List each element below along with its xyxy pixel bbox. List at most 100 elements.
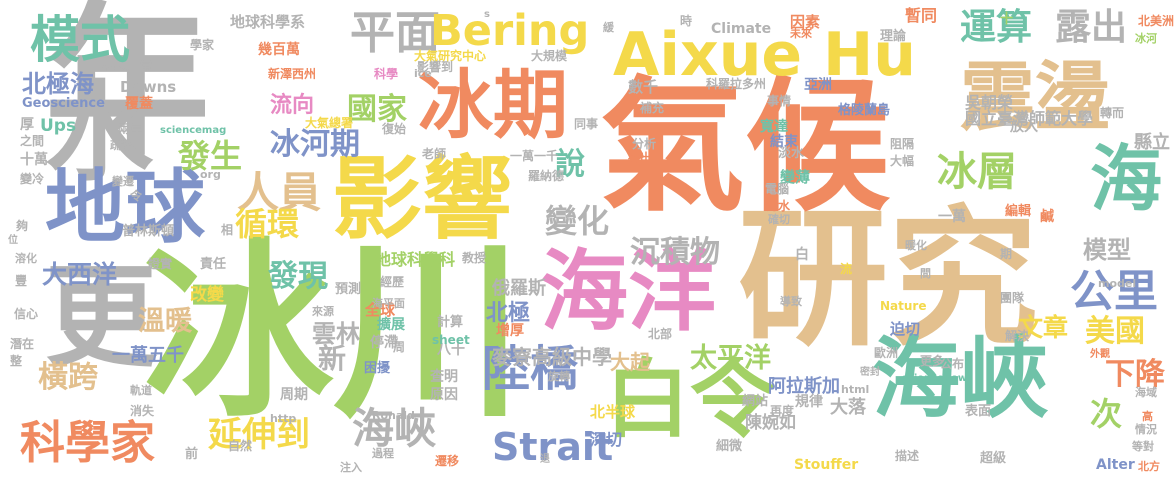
word-164: 海域 [1135,387,1157,398]
word-192: 普林斯頓 [122,225,174,238]
word-83: 老師 [422,148,446,160]
word-33: 變化 [545,205,609,237]
word-78: 數千 [628,80,658,95]
word-132: 暫同 [905,8,937,24]
word-44: 橫跨 [38,363,98,393]
word-54: 俄羅斯 [492,280,546,298]
word-140: 分析 [632,138,656,150]
word-70: Climate [711,22,771,36]
word-113: Nature [880,300,926,312]
word-20: 露出 [1055,10,1127,46]
word-127: 學家 [190,39,214,51]
word-159: 解決 [1005,330,1029,342]
word-55: 大落 [830,399,866,417]
word-92: 改變 [190,287,224,304]
word-111: Alter [1096,458,1135,472]
word-76: 新澤西州 [268,68,316,80]
word-102: 原因 [430,388,458,402]
word-155: 間 [920,268,931,279]
word-200: 來源 [312,306,334,317]
word-66: 大規模 [531,50,567,62]
word-75: 幾百萬 [258,43,300,57]
word-135: 緩 [603,22,614,33]
word-187: 豐 [15,275,27,287]
word-42: 大西洋 [42,262,117,287]
word-174: 旋轉 [548,371,570,382]
word-178: 周 [393,341,405,353]
word-157: 導致 [780,296,802,307]
word-101: 查明 [430,370,458,384]
word-73: Ups [40,118,76,135]
word-130: 冰河 [1135,33,1157,44]
word-34: 沉積物 [630,238,720,268]
word-125: 表面 [965,405,991,418]
word-116: sheet [432,334,470,346]
word-150: 編輯 [1005,205,1031,218]
word-131: 十 [1000,13,1013,26]
word-35: 冰河期 [270,130,360,160]
word-145: 大幅 [890,155,914,167]
word-68: 格陵蘭島 [838,104,890,117]
word-49: 雲林 [312,322,360,346]
word-97: 困擾 [364,362,390,375]
word-175: 退 [540,455,550,465]
word-103: 周期 [280,388,308,402]
word-58: 深切 [590,432,622,448]
word-90: 變冷 [20,173,44,185]
word-182: 消失 [130,405,154,417]
word-137: 事情 [767,95,791,107]
word-123: ice [414,68,432,79]
word-180: 自然 [228,440,252,452]
word-16: 模式 [30,15,130,65]
word-32: 次 [1090,398,1122,430]
word-173: 北部 [648,328,672,340]
word-105: 增厚 [496,324,524,338]
word-179: 注入 [340,462,362,473]
word-142: 淡水 [778,147,804,160]
word-151: 鹹 [1040,210,1054,224]
word-52: 大起 [610,352,650,372]
word-196: 復始 [382,123,406,135]
word-45: 北極海 [22,72,94,96]
word-184: 整 [10,355,22,367]
word-154: 期 [1000,248,1012,260]
word-122: org [200,169,221,180]
word-64: 地球科學系 [230,15,305,30]
word-40: 循環 [235,208,299,240]
word-186: 信心 [14,308,38,320]
word-43: 溫暖 [138,308,192,335]
word-69: 亞洲 [804,78,832,92]
word-168: 北方 [1138,461,1160,472]
word-148: 海水 [766,200,790,212]
word-191: 令 [130,190,142,202]
word-134: 時 [680,15,692,27]
word-59: 北半球 [590,405,635,420]
word-96: 擴展 [377,318,405,332]
word-172: 再度 [770,405,794,417]
word-84: 大氣總署 [305,117,353,129]
word-36: 流向 [270,95,314,117]
word-27: 冰層 [937,152,1017,192]
word-106: 規律 [795,395,823,409]
word-117: Ronald [372,410,415,421]
word-107: 細微 [716,440,742,453]
word-189: 夠 [16,220,28,232]
word-136: 未來 [790,28,812,39]
word-152: 暖化 [905,240,927,251]
word-115: sciencenow [902,374,967,384]
word-50: 北極 [486,303,530,325]
word-62: 吳朝榮 [965,95,1013,111]
word-163: 外觀 [1090,350,1110,360]
word-9: 冰期 [418,68,568,143]
word-199: 海平面 [372,298,405,309]
word-156: 白 [795,248,809,262]
word-181: 前 [185,448,198,461]
word-109: 歐洲 [874,347,898,359]
word-176: 遷移 [435,455,459,467]
word-183: 軌道 [130,385,152,396]
word-112: Stouffer [794,458,858,472]
word-118: http [270,413,296,424]
word-51: 麥寮高級中學 [492,347,612,367]
word-126: 常 [140,60,152,72]
